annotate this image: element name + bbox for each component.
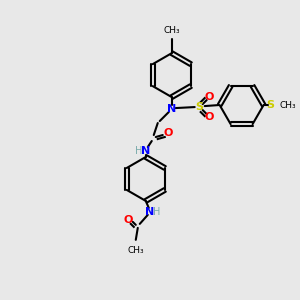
- Text: CH₃: CH₃: [164, 26, 180, 35]
- Text: O: O: [123, 215, 133, 225]
- Text: H: H: [135, 146, 142, 156]
- Text: S: S: [267, 100, 274, 110]
- Text: O: O: [205, 112, 214, 122]
- Text: H: H: [153, 207, 160, 217]
- Text: CH₃: CH₃: [128, 246, 144, 255]
- Text: CH₃: CH₃: [280, 100, 296, 109]
- Text: N: N: [141, 146, 150, 156]
- Text: N: N: [167, 104, 176, 114]
- Text: O: O: [163, 128, 172, 138]
- Text: O: O: [205, 92, 214, 102]
- Text: S: S: [196, 102, 204, 112]
- Text: N: N: [145, 207, 154, 217]
